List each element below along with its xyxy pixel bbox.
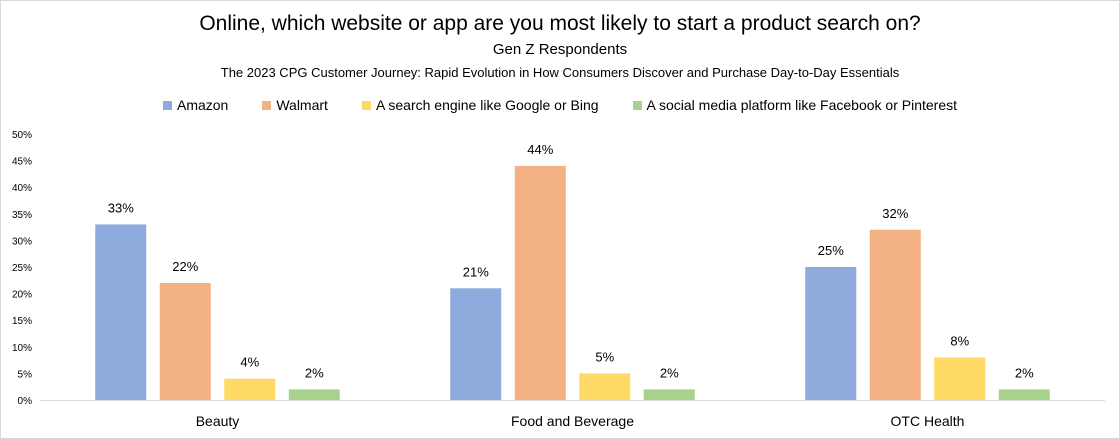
- y-tick-label: 5%: [18, 369, 33, 380]
- y-tick-label: 40%: [12, 183, 32, 194]
- data-label: 8%: [950, 333, 969, 348]
- data-label: 2%: [305, 365, 324, 380]
- legend-item-search-engine: A search engine like Google or Bing: [361, 97, 599, 113]
- data-label: 2%: [660, 365, 679, 380]
- bar: [934, 357, 986, 400]
- data-label: 22%: [172, 259, 198, 274]
- y-tick-label: 0%: [18, 396, 33, 407]
- x-category-label: OTC Health: [891, 413, 965, 429]
- bar: [450, 288, 502, 400]
- x-category-label: Beauty: [196, 413, 240, 429]
- bar: [159, 282, 211, 400]
- data-label: 33%: [108, 200, 134, 215]
- legend-item-amazon: Amazon: [162, 97, 229, 113]
- bar: [579, 373, 631, 400]
- bar: [643, 389, 695, 400]
- data-label: 4%: [240, 355, 259, 370]
- legend-label-social-media: A social media platform like Facebook or…: [646, 97, 958, 113]
- legend-swatch-search-engine: [361, 100, 371, 110]
- bar: [998, 389, 1050, 400]
- chart-subtitle: Gen Z Respondents: [492, 41, 628, 58]
- y-tick-label: 30%: [12, 236, 32, 247]
- y-tick-label: 50%: [12, 130, 32, 141]
- legend-label-search-engine: A search engine like Google or Bing: [375, 97, 599, 113]
- legend: Amazon Walmart A search engine like Goog…: [0, 97, 1120, 113]
- bar: [805, 267, 857, 400]
- data-label: 2%: [1015, 365, 1034, 380]
- data-label: 32%: [882, 206, 908, 221]
- legend-swatch-walmart: [262, 100, 272, 110]
- legend-item-social-media: A social media platform like Facebook or…: [632, 97, 958, 113]
- legend-swatch-amazon: [162, 100, 172, 110]
- legend-label-amazon: Amazon: [176, 97, 229, 113]
- y-tick-label: 45%: [12, 157, 32, 168]
- legend-swatch-social-media: [632, 100, 642, 110]
- x-category-label: Food and Beverage: [511, 413, 634, 429]
- y-tick-label: 20%: [12, 290, 32, 301]
- bar: [869, 229, 921, 400]
- bar: [288, 389, 340, 400]
- y-tick-label: 10%: [12, 343, 32, 354]
- legend-label-walmart: Walmart: [276, 97, 328, 113]
- bar: [95, 224, 147, 400]
- y-tick-label: 35%: [12, 210, 32, 221]
- legend-item-walmart: Walmart: [262, 97, 328, 113]
- y-tick-label: 15%: [12, 316, 32, 327]
- y-tick-label: 25%: [12, 263, 32, 274]
- data-label: 5%: [595, 349, 614, 364]
- data-label: 21%: [463, 264, 489, 279]
- bar: [224, 378, 276, 400]
- data-label: 44%: [527, 142, 553, 157]
- bar: [514, 165, 566, 400]
- chart-title: Online, which website or app are you mos…: [199, 12, 921, 35]
- data-label: 25%: [818, 243, 844, 258]
- chart-source-subtitle: The 2023 CPG Customer Journey: Rapid Evo…: [220, 65, 900, 80]
